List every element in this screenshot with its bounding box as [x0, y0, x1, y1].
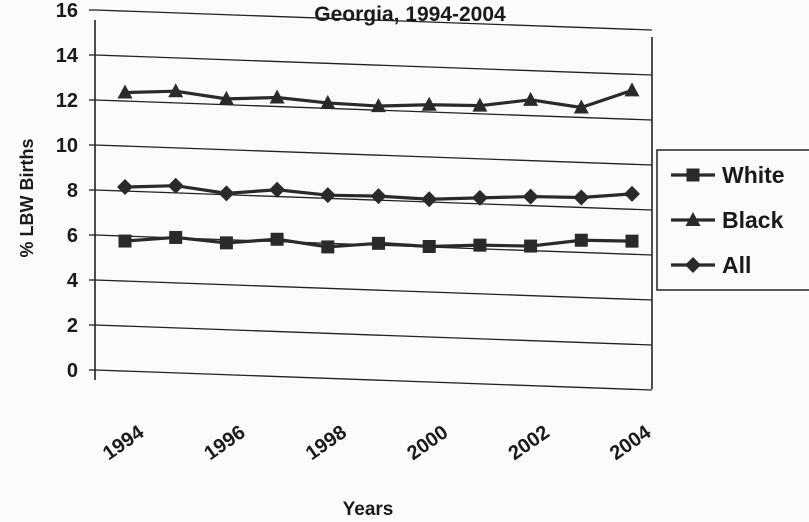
x-tick-label: 2002 [505, 421, 554, 465]
legend-marker-black [685, 212, 701, 226]
gridline-y-10 [94, 144, 653, 166]
x-tick-label: 2000 [403, 421, 452, 465]
axis-labels: Georgia, 1994-2004 Years % LBW Births 0 2… [17, 0, 656, 520]
y-axis-title: % LBW Births [17, 139, 37, 258]
y-tick-label: 16 [56, 0, 78, 22]
gridline-y-4 [94, 279, 653, 301]
data-point-white [321, 240, 335, 254]
data-point-white [473, 238, 487, 252]
x-tick-label: 1998 [302, 421, 351, 465]
data-point-all [269, 181, 286, 198]
gridline-y-2 [94, 324, 653, 346]
data-point-all [117, 179, 133, 196]
data-point-black [168, 83, 184, 98]
y-tick-label: 12 [56, 90, 78, 112]
x-tick-label: 1994 [99, 421, 149, 465]
x-tick-label: 2004 [606, 421, 656, 465]
data-point-all [624, 185, 640, 202]
gridline-y-14 [94, 54, 653, 76]
data-point-black [573, 99, 589, 114]
data-point-all [421, 191, 438, 208]
data-point-white [270, 232, 284, 246]
y-tick-label: 14 [56, 45, 79, 67]
data-point-white [169, 230, 183, 244]
data-point-white [524, 239, 538, 253]
data-point-all [370, 188, 387, 205]
data-point-black [117, 84, 133, 99]
data-point-all [522, 188, 539, 205]
x-tick-label: 1996 [200, 421, 249, 465]
legend-label-black: Black [722, 207, 784, 233]
data-point-all [319, 187, 336, 204]
data-point-black [624, 82, 640, 97]
y-tick-label: 6 [67, 225, 78, 247]
y-tick-label: 0 [67, 360, 78, 382]
data-point-black [421, 96, 437, 111]
data-point-all [573, 189, 590, 206]
y-tick-label: 10 [56, 135, 78, 157]
data-point-white [372, 236, 385, 250]
y-tick-label: 4 [67, 270, 79, 292]
gridline-y-0 [94, 369, 653, 391]
y-tick-label: 2 [67, 315, 78, 337]
data-point-black [320, 94, 336, 109]
data-point-all [471, 189, 488, 206]
data-point-black [523, 91, 539, 106]
x-axis-title: Years [343, 499, 394, 520]
data-point-white [219, 236, 233, 250]
y-tick-label: 8 [67, 180, 78, 202]
series-lines [117, 82, 640, 254]
data-point-all [218, 185, 235, 202]
gridlines [94, 9, 653, 391]
legend-marker-all [685, 257, 701, 273]
data-point-white [422, 240, 436, 253]
data-point-white [118, 234, 132, 248]
data-point-black [472, 97, 488, 112]
legend-label-white: White [722, 162, 785, 188]
data-point-white [574, 233, 588, 247]
axes [89, 9, 653, 389]
gridline-y-8 [94, 189, 653, 211]
legend: White Black All [656, 149, 809, 291]
data-point-black [371, 98, 386, 113]
data-point-black [269, 89, 285, 104]
chart-title: Georgia, 1994-2004 [314, 3, 506, 26]
data-point-white [625, 234, 639, 248]
legend-marker-white [686, 168, 700, 182]
data-point-all [167, 177, 184, 194]
legend-label-all: All [722, 252, 751, 278]
gridline-y-16 [94, 9, 653, 31]
data-point-black [218, 90, 234, 105]
